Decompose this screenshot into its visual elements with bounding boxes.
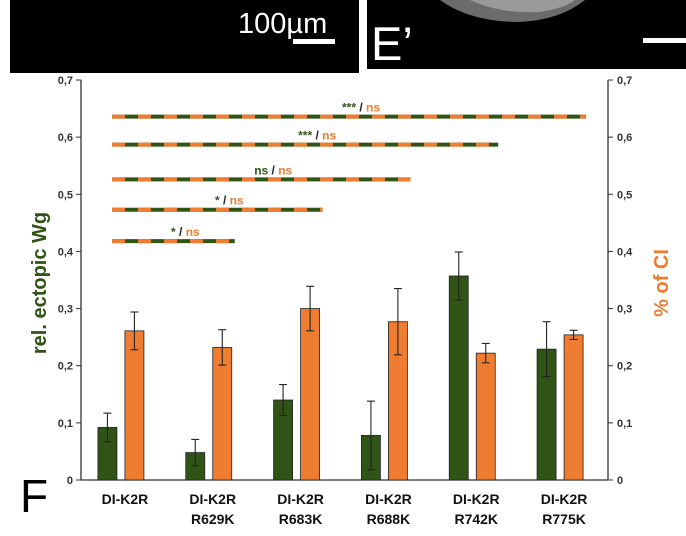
significance-label: ns / ns bbox=[254, 163, 292, 177]
left-axis-label: rel. ectopic Wg bbox=[29, 212, 51, 354]
significance-orange: ns bbox=[186, 225, 200, 239]
scale-bar-label: 100µm bbox=[238, 8, 327, 40]
left-tick-label: 0,5 bbox=[58, 189, 73, 201]
micrograph-panels: 100µm E’ bbox=[10, 0, 686, 73]
tissue-edge-highlight bbox=[470, 0, 575, 13]
significance-separator: / bbox=[179, 225, 186, 239]
right-tick-label: 0,2 bbox=[617, 361, 632, 373]
category-label: DI-K2R bbox=[189, 491, 236, 507]
orange-bar bbox=[212, 347, 233, 481]
significance-orange: ns bbox=[278, 163, 292, 177]
category-label: R683K bbox=[279, 511, 323, 527]
category-label: R629K bbox=[191, 511, 235, 527]
significance-label: * / ns bbox=[171, 225, 200, 239]
category-label: DI-K2R bbox=[277, 491, 324, 507]
scale-bar-e-prime bbox=[643, 38, 686, 43]
orange-bar bbox=[300, 308, 320, 481]
left-tick-label: 0,3 bbox=[58, 304, 73, 316]
category-label: DI-K2R bbox=[102, 491, 149, 507]
left-tick-label: 0,1 bbox=[58, 418, 73, 430]
significance-orange: ns bbox=[366, 101, 380, 115]
category-label: R775K bbox=[542, 511, 586, 527]
left-tick-label: 0,7 bbox=[58, 75, 73, 87]
right-tick-label: 0,1 bbox=[617, 418, 632, 430]
orange-bar bbox=[563, 334, 584, 481]
category-label: DI-K2R bbox=[365, 491, 412, 507]
significance-separator: / bbox=[359, 101, 366, 115]
left-tick-label: 0,6 bbox=[58, 132, 73, 144]
significance-orange: ns bbox=[322, 129, 336, 143]
right-tick-label: 0,7 bbox=[617, 75, 632, 87]
panel-label-e-prime: E’ bbox=[371, 17, 413, 70]
orange-bar bbox=[475, 352, 496, 481]
scale-bar bbox=[293, 39, 335, 44]
significance-green: * bbox=[171, 225, 179, 239]
category-label: R688K bbox=[367, 511, 411, 527]
right-tick-label: 0,4 bbox=[617, 246, 633, 258]
right-tick-label: 0,5 bbox=[617, 189, 632, 201]
significance-orange: ns bbox=[230, 194, 244, 208]
micrograph-panel-e bbox=[10, 0, 359, 73]
category-label: DI-K2R bbox=[541, 491, 588, 507]
right-axis-label: % of CI bbox=[651, 249, 673, 317]
significance-label: *** / ns bbox=[298, 129, 336, 143]
significance-green: *** bbox=[342, 101, 359, 115]
left-tick-label: 0,2 bbox=[58, 361, 73, 373]
left-tick-label: 0,4 bbox=[58, 246, 74, 258]
panel-label-f: F bbox=[20, 470, 48, 522]
left-tick-label: 0 bbox=[67, 475, 73, 487]
category-label: R742K bbox=[454, 511, 498, 527]
significance-label: * / ns bbox=[215, 194, 244, 208]
significance-label: *** / ns bbox=[342, 101, 380, 115]
right-tick-label: 0,6 bbox=[617, 132, 632, 144]
significance-separator: / bbox=[223, 194, 230, 208]
right-tick-label: 0,3 bbox=[617, 304, 632, 316]
plot-area: 0 0 0,1 0,1 0,2 0,2 0,3 0,3 0,4 0,4 0,5 0,5 0,6 0,6 0,… bbox=[58, 75, 633, 527]
orange-bar bbox=[124, 330, 145, 481]
right-tick-label: 0 bbox=[617, 475, 623, 487]
category-label: DI-K2R bbox=[453, 491, 500, 507]
significance-green: * bbox=[215, 194, 223, 208]
green-bar bbox=[448, 275, 469, 481]
significance-green: *** bbox=[298, 129, 315, 143]
significance-green: ns bbox=[254, 163, 271, 177]
significance-separator: / bbox=[272, 163, 279, 177]
significance-separator: / bbox=[315, 129, 322, 143]
